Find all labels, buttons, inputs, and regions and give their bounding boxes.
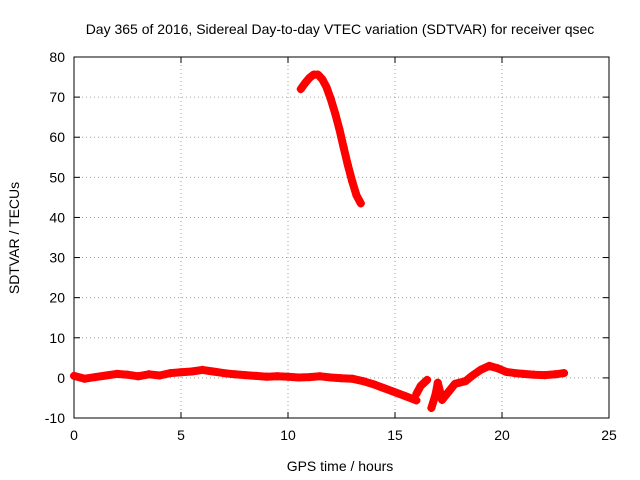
- data-point: [356, 199, 365, 208]
- data-point: [326, 373, 335, 382]
- data-point: [335, 125, 344, 134]
- data-point: [187, 367, 196, 376]
- data-point: [198, 365, 207, 374]
- data-point: [294, 373, 303, 382]
- data-point: [450, 379, 459, 388]
- data-point: [102, 371, 111, 380]
- data-point: [401, 392, 410, 401]
- data-point: [166, 369, 175, 378]
- data-point: [322, 83, 331, 92]
- x-tick-label: 5: [177, 427, 185, 443]
- data-point: [380, 384, 389, 393]
- data-point: [416, 381, 425, 390]
- data-point: [423, 375, 432, 384]
- data-point: [530, 370, 539, 379]
- data-series: [70, 70, 569, 412]
- data-point: [230, 370, 239, 379]
- data-point: [177, 368, 185, 377]
- x-tick-label: 10: [280, 427, 296, 443]
- y-tick-label: 10: [49, 330, 65, 346]
- data-point: [209, 367, 218, 376]
- axis-ticks: 0 5 10 15 20 25 -10 0 10 20 30 40 50 60 70 80: [45, 49, 617, 443]
- data-point: [296, 85, 305, 94]
- data-point: [339, 143, 348, 152]
- data-point: [284, 372, 292, 381]
- x-tick-label: 15: [387, 427, 403, 443]
- data-point: [241, 371, 250, 380]
- data-point: [468, 371, 477, 380]
- data-point: [560, 369, 569, 378]
- data-point: [262, 372, 271, 381]
- data-point: [502, 367, 511, 376]
- x-tick-label: 20: [494, 427, 510, 443]
- data-point: [144, 370, 153, 379]
- data-point: [313, 70, 322, 79]
- data-point: [493, 364, 502, 373]
- data-point: [155, 371, 164, 380]
- data-point: [305, 73, 314, 82]
- data-point: [318, 75, 327, 84]
- y-tick-label: -10: [45, 410, 65, 426]
- data-point: [455, 378, 464, 387]
- data-point: [369, 380, 378, 389]
- data-point: [326, 95, 335, 104]
- grid-lines: [74, 57, 609, 418]
- data-point: [412, 389, 421, 398]
- data-point: [358, 377, 367, 386]
- data-point: [134, 372, 143, 381]
- data-point: [91, 373, 100, 382]
- data-point: [510, 369, 519, 378]
- y-tick-label: 50: [49, 169, 65, 185]
- data-point: [348, 177, 357, 186]
- y-axis-label: SDTVAR / TECUs: [6, 182, 22, 294]
- y-tick-label: 40: [49, 209, 65, 225]
- y-tick-label: 0: [57, 370, 65, 386]
- plot-area: [73, 56, 610, 419]
- data-point: [427, 403, 436, 412]
- data-point: [305, 373, 314, 382]
- data-point: [352, 191, 361, 200]
- data-point: [476, 365, 485, 374]
- data-point: [301, 79, 310, 88]
- chart-title: Day 365 of 2016, Sidereal Day-to-day VTE…: [86, 21, 595, 37]
- data-point: [123, 370, 132, 379]
- data-point: [391, 388, 399, 397]
- data-point: [70, 371, 78, 380]
- data-point: [343, 161, 352, 170]
- data-point: [331, 109, 340, 118]
- data-point: [112, 369, 121, 378]
- data-point: [251, 371, 260, 380]
- data-point: [438, 395, 447, 404]
- x-tick-label: 0: [70, 427, 78, 443]
- y-tick-label: 60: [49, 129, 65, 145]
- data-point: [219, 369, 228, 378]
- data-point: [461, 377, 470, 386]
- data-point: [348, 374, 357, 383]
- data-point: [519, 369, 528, 378]
- x-axis-label: GPS time / hours: [287, 458, 394, 474]
- y-tick-label: 80: [49, 49, 65, 65]
- data-point: [551, 370, 560, 379]
- data-point: [273, 372, 282, 381]
- data-point: [540, 371, 549, 380]
- data-point: [433, 378, 442, 387]
- y-tick-label: 70: [49, 89, 65, 105]
- data-point: [337, 374, 346, 383]
- data-point: [431, 389, 440, 398]
- y-tick-label: 20: [49, 290, 65, 306]
- data-point: [80, 374, 89, 383]
- x-tick-label: 25: [601, 427, 617, 443]
- data-point: [444, 387, 453, 396]
- y-tick-label: 30: [49, 250, 65, 266]
- data-point: [316, 372, 325, 381]
- data-point: [485, 361, 494, 370]
